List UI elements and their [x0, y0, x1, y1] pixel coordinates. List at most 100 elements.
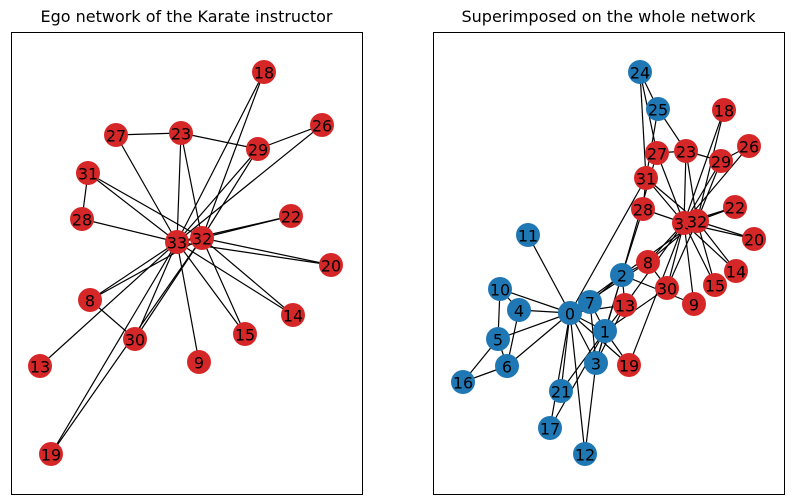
edge-32-14 [201, 237, 294, 316]
node-label: 28 [72, 211, 92, 230]
node-circle [78, 288, 102, 312]
whole-node-6: 6 [495, 354, 519, 378]
edge-0-31 [569, 177, 647, 314]
node-circle [169, 121, 193, 145]
node-label: 28 [633, 201, 653, 220]
ego-node-31: 31 [76, 161, 100, 185]
ego-node-32: 32 [190, 226, 214, 250]
node-label: 14 [726, 263, 746, 282]
edge-3-12 [584, 362, 597, 455]
edge-33-9 [176, 241, 200, 363]
node-label: 18 [714, 102, 734, 121]
ego-node-29: 29 [246, 137, 270, 161]
edge-32-20 [201, 237, 332, 266]
node-circle [584, 351, 608, 375]
right-panel-title: Superimposed on the whole network [461, 7, 756, 26]
node-circle [703, 273, 727, 297]
edge-0-11 [527, 234, 571, 314]
node-label: 23 [171, 125, 191, 144]
node-circle [310, 113, 334, 137]
ego-node-19: 19 [39, 442, 63, 466]
node-label: 27 [106, 127, 126, 146]
node-label: 21 [551, 383, 571, 402]
ego-node-8: 8 [78, 288, 102, 312]
node-label: 26 [312, 117, 332, 136]
node-label: 3 [591, 355, 601, 374]
node-circle [70, 207, 94, 231]
ego-node-26: 26 [310, 113, 334, 137]
edge-0-10 [499, 288, 571, 314]
node-label: 20 [744, 231, 764, 250]
edge-0-17 [549, 312, 571, 429]
ego-node-18: 18 [252, 60, 276, 84]
node-label: 24 [630, 64, 650, 83]
whole-node-23: 23 [674, 139, 698, 163]
whole-node-14: 14 [724, 259, 748, 283]
edge-0-5 [497, 312, 571, 340]
whole-node-16: 16 [451, 370, 475, 394]
node-label: 9 [689, 296, 699, 315]
edge-32-31 [87, 172, 203, 239]
edge-32-23 [180, 132, 203, 239]
ego-node-9: 9 [187, 350, 211, 374]
node-label: 15 [705, 277, 725, 296]
whole-node-24: 24 [628, 60, 652, 84]
whole-node-30: 30 [655, 276, 679, 300]
edge-0-21 [560, 312, 571, 392]
ego-node-33: 33 [165, 230, 189, 254]
node-circle [488, 277, 512, 301]
whole-network-nodes: 24 25 11 2 104 07 15 6 16 32 1 17 12 18 23 29 26 27 31 28 3 3… [451, 60, 766, 466]
node-label: 4 [514, 302, 524, 321]
whole-node-29: 29 [709, 149, 733, 173]
node-label: 6 [502, 358, 512, 377]
ego-node-15: 15 [233, 322, 257, 346]
edge-27-33 [656, 152, 685, 224]
whole-node-19: 19 [617, 353, 641, 377]
whole-node-21: 21 [549, 379, 573, 403]
node-circle [578, 290, 602, 314]
whole-node-12: 12 [573, 442, 597, 466]
node-circle [709, 149, 733, 173]
node-label: 12 [575, 446, 595, 465]
node-circle [655, 276, 679, 300]
node-label: 33 [167, 234, 187, 253]
node-circle [486, 327, 510, 351]
node-circle [610, 263, 634, 287]
node-circle [634, 166, 658, 190]
node-circle [319, 253, 343, 277]
node-label: 30 [657, 280, 677, 299]
whole-node-31: 31 [634, 166, 658, 190]
ego-network-nodes: 18 27 23 29 26 31 28 22 33 32 20 8 14 15 30 9 13 19 [28, 60, 343, 466]
edge-33-26 [176, 124, 323, 243]
edge-1-17 [549, 330, 606, 429]
node-label: 19 [41, 446, 61, 465]
node-label: 20 [321, 257, 341, 276]
ego-node-30: 30 [123, 327, 147, 351]
node-label: 32 [192, 230, 212, 249]
whole-node-5: 5 [486, 327, 510, 351]
node-label: 22 [725, 199, 745, 218]
node-label: 8 [643, 254, 653, 273]
edge-30-32 [666, 220, 698, 289]
whole-node-22: 22 [723, 195, 747, 219]
whole-node-10: 10 [488, 277, 512, 301]
node-label: 31 [636, 170, 656, 189]
edge-33-14 [176, 241, 294, 316]
node-circle [28, 354, 52, 378]
node-label: 9 [194, 354, 204, 373]
whole-node-28: 28 [631, 197, 655, 221]
ego-node-27: 27 [104, 123, 128, 147]
whole-node-11: 11 [516, 223, 540, 247]
whole-node-20: 20 [742, 227, 766, 251]
whole-node-18: 18 [712, 98, 736, 122]
node-label: 19 [619, 357, 639, 376]
whole-node-15: 15 [703, 273, 727, 297]
ego-node-14: 14 [281, 303, 305, 327]
edge-18-33 [683, 109, 725, 224]
node-circle [558, 301, 582, 325]
node-circle [737, 134, 761, 158]
edge-19-33 [628, 222, 685, 366]
edge-33-28 [81, 218, 178, 243]
left-panel-frame [11, 32, 363, 495]
